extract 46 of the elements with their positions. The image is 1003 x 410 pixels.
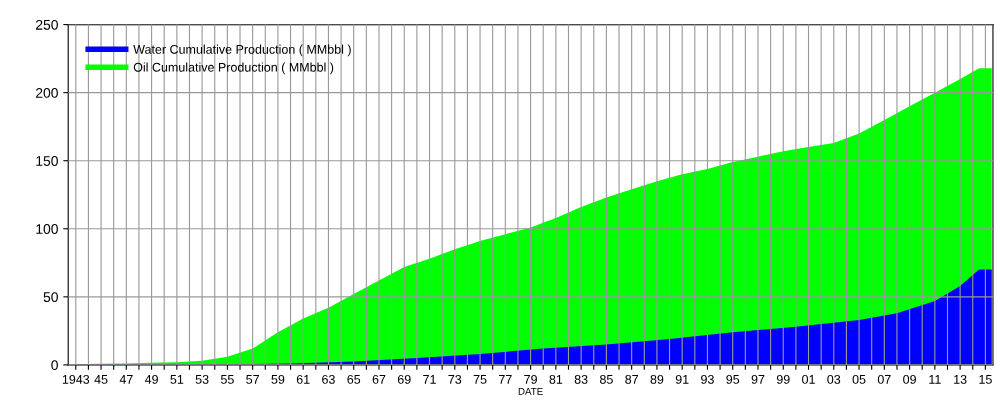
y-tick-label: 150 — [36, 156, 58, 166]
x-tick-label: 49 — [144, 374, 158, 384]
x-tick-label: 95 — [726, 374, 740, 384]
x-tick-label: 63 — [322, 374, 335, 384]
x-tick-label: 79 — [524, 374, 537, 384]
x-axis-title: DATE — [518, 388, 543, 395]
x-tick-label: 13 — [954, 374, 967, 384]
x-tick-label: 45 — [94, 375, 108, 384]
x-tick-label: 47 — [119, 375, 133, 384]
y-tick-label: 200 — [36, 87, 58, 98]
x-tick-label: 67 — [372, 374, 386, 384]
y-tick-label: 0 — [51, 360, 58, 371]
x-tick-label: 87 — [625, 374, 638, 384]
x-tick-label: 07 — [877, 374, 891, 384]
x-tick-label: 73 — [448, 374, 462, 384]
x-tick-label: 53 — [195, 374, 209, 384]
x-tick-label: 55 — [220, 375, 234, 384]
x-tick-label: 05 — [852, 374, 866, 384]
x-tick-label: 93 — [701, 374, 714, 384]
x-tick-label: 03 — [827, 374, 841, 384]
x-tick-label: 15 — [979, 375, 992, 384]
x-tick-label: 51 — [170, 375, 184, 384]
x-tick-label: 01 — [802, 374, 815, 384]
x-tick-label: 99 — [776, 374, 790, 384]
x-tick-label: 61 — [296, 374, 310, 384]
x-tick-label: 97 — [751, 374, 765, 384]
x-tick-label: 85 — [599, 374, 613, 384]
legend-label: Oil Cumulative Production ( MMbbl ) — [133, 62, 334, 75]
x-tick-label: 81 — [549, 374, 563, 384]
x-tick-label: 71 — [423, 375, 436, 384]
y-tick-label: 50 — [43, 292, 58, 303]
x-tick-label: 57 — [246, 375, 259, 384]
y-tick-label: 250 — [36, 19, 58, 30]
x-tick-label: 11 — [929, 375, 941, 384]
y-tick-label: 100 — [36, 224, 58, 234]
x-tick-label: 83 — [574, 374, 588, 384]
x-tick-label: 75 — [473, 375, 487, 384]
x-tick-label: 09 — [903, 374, 916, 384]
x-tick-label: 69 — [397, 374, 411, 384]
x-tick-label: 91 — [675, 374, 689, 384]
x-tick-label: 1943 — [62, 374, 90, 384]
x-tick-label: 65 — [347, 374, 361, 384]
legend-label: Water Cumulative Production ( MMbbl ) — [133, 44, 351, 57]
x-tick-label: 89 — [650, 374, 664, 384]
x-tick-label: 59 — [271, 374, 285, 384]
x-tick-label: 77 — [499, 375, 512, 384]
